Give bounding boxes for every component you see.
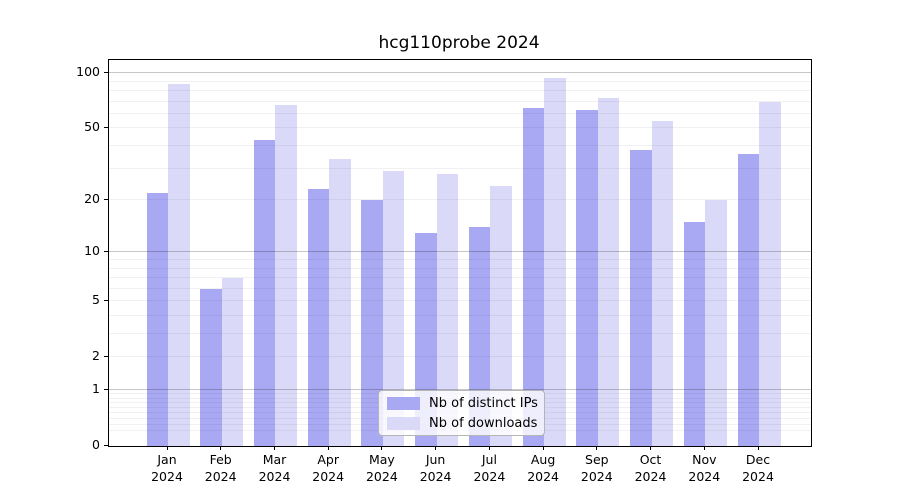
x-tick-label-nov: Nov 2024 <box>688 452 721 484</box>
x-tick-mark-jul <box>488 446 490 450</box>
legend: Nb of distinct IPs Nb of downloads <box>378 390 545 436</box>
legend-swatch-distinct-ips <box>387 396 420 410</box>
y-tick-label-2: 2 <box>92 348 100 364</box>
gridline-minor <box>109 100 811 102</box>
x-tick-mark-oct <box>650 446 651 450</box>
y-tick-label-5: 5 <box>92 292 100 308</box>
x-tick-mark-may <box>381 446 383 450</box>
y-tick-label-0: 0 <box>92 437 100 452</box>
bar-downloads-may <box>382 171 405 446</box>
y-tick-mark-20 <box>104 198 108 200</box>
x-tick-label-jan: Jan 2024 <box>151 452 183 484</box>
legend-swatch-downloads <box>387 416 420 430</box>
bar-downloads-dec <box>759 101 781 446</box>
x-tick-label-sep: Sep 2024 <box>580 452 613 484</box>
gridline-minor <box>109 113 811 114</box>
bar-ips-may <box>361 200 383 446</box>
bar-downloads-jun <box>436 174 459 446</box>
y-tick-label-20: 20 <box>84 191 100 207</box>
x-tick-mark-sep <box>596 446 598 450</box>
x-tick-mark-mar <box>274 446 275 450</box>
x-tick-label-oct: Oct 2024 <box>634 452 667 484</box>
x-tick-label-aug: Aug 2024 <box>527 452 559 484</box>
y-tick-label-100: 100 <box>76 64 100 80</box>
y-tick-mark-2 <box>104 355 108 357</box>
x-tick-mark-feb <box>220 446 222 450</box>
bar-ips-oct <box>630 150 652 446</box>
x-tick-label-mar: Mar 2024 <box>258 452 291 484</box>
legend-entry-downloads: Nb of downloads <box>387 415 538 431</box>
bar-ips-feb <box>200 288 222 446</box>
x-tick-mark-dec <box>757 446 759 450</box>
bar-downloads-jan <box>168 84 190 446</box>
y-tick-mark-10 <box>104 250 108 252</box>
x-tick-mark-nov <box>703 446 705 450</box>
x-tick-label-may: May 2024 <box>365 452 398 484</box>
bar-downloads-jul <box>490 186 512 446</box>
y-tick-mark-100 <box>104 71 108 73</box>
y-tick-label-1: 1 <box>92 381 100 396</box>
bar-downloads-aug <box>544 78 566 446</box>
x-tick-mark-aug <box>542 446 544 450</box>
x-tick-label-apr: Apr 2024 <box>312 452 345 484</box>
y-tick-mark-1 <box>104 388 108 390</box>
y-tick-label-10: 10 <box>84 243 100 259</box>
x-tick-mark-jun <box>435 446 437 450</box>
y-tick-mark-5 <box>104 299 108 301</box>
bar-ips-mar <box>253 140 276 446</box>
gridline-minor <box>109 145 811 147</box>
bar-ips-apr <box>307 189 330 446</box>
gridline-minor <box>109 127 811 129</box>
bar-ips-sep <box>576 110 598 446</box>
bar-downloads-nov <box>705 200 727 446</box>
y-tick-mark-0 <box>104 444 108 446</box>
bar-ips-aug <box>522 107 545 446</box>
bar-downloads-apr <box>329 158 351 446</box>
legend-entry-distinct-ips: Nb of distinct IPs <box>387 395 538 411</box>
x-tick-label-jul: Jul 2024 <box>473 452 506 484</box>
gridline-minor <box>109 167 811 169</box>
bar-ips-dec <box>737 154 759 446</box>
bar-downloads-oct <box>651 120 674 446</box>
bar-ips-nov <box>683 222 706 446</box>
gridline-major-100 <box>109 72 811 74</box>
bar-downloads-sep <box>597 98 620 446</box>
x-tick-mark-jan <box>166 446 168 450</box>
x-tick-label-dec: Dec 2024 <box>742 452 774 484</box>
y-tick-mark-50 <box>104 126 108 128</box>
legend-label-distinct-ips: Nb of distinct IPs <box>429 395 538 411</box>
legend-label-downloads: Nb of downloads <box>429 415 538 431</box>
y-tick-label-50: 50 <box>84 119 100 135</box>
chart-title: hcg110probe 2024 <box>378 33 540 53</box>
x-tick-label-feb: Feb 2024 <box>204 452 237 484</box>
bar-downloads-mar <box>275 105 297 446</box>
bar-downloads-feb <box>221 278 244 446</box>
bar-ips-jan <box>146 192 168 446</box>
gridline-minor <box>109 80 811 82</box>
x-tick-mark-apr <box>327 446 329 450</box>
gridline-minor <box>109 90 811 92</box>
plot-area <box>108 59 812 447</box>
x-tick-label-jun: Jun 2024 <box>419 452 452 484</box>
